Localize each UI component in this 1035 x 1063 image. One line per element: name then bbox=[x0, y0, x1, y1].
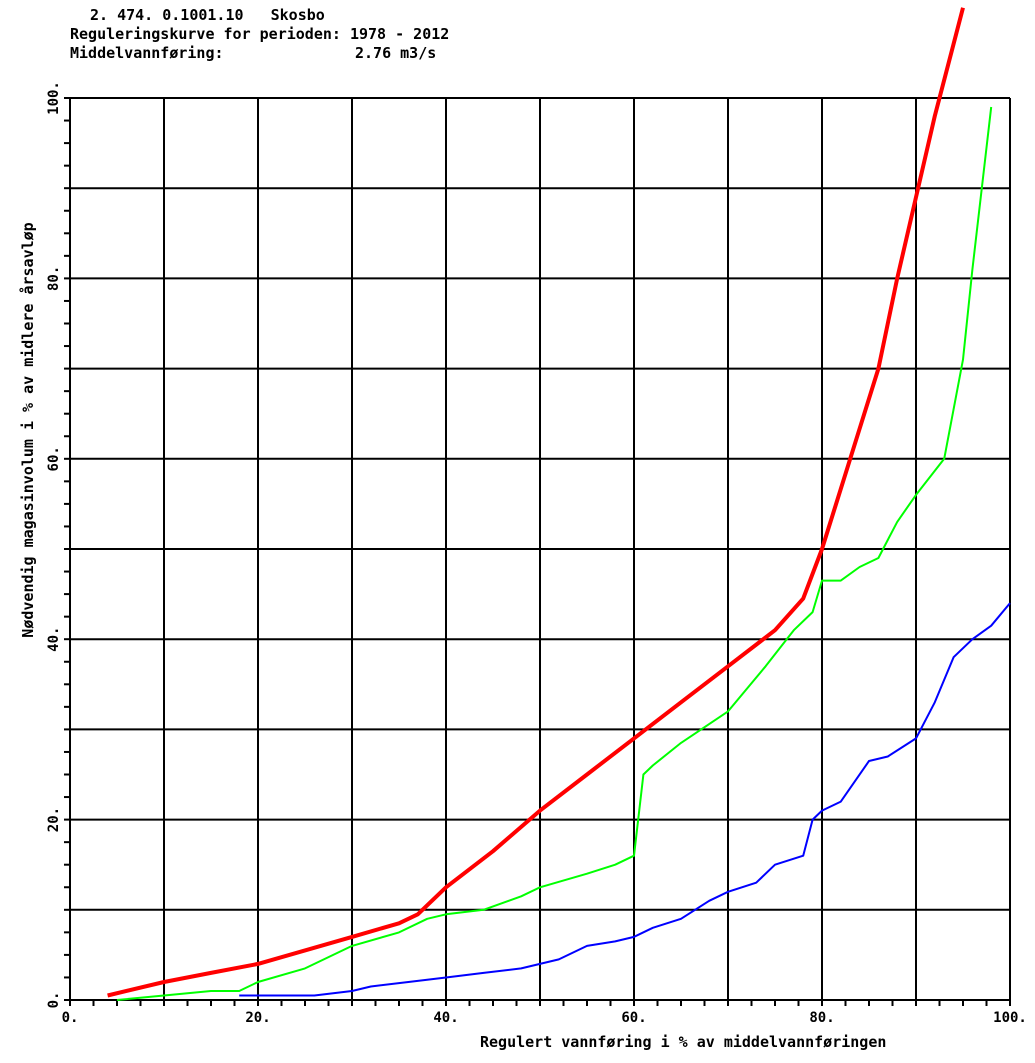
grid-lines bbox=[69, 97, 1011, 1001]
x-tick-label: 60. bbox=[621, 1010, 646, 1026]
mean-flow-label: Middelvannføring: bbox=[70, 44, 224, 62]
x-tick-label: 100. bbox=[993, 1010, 1027, 1026]
x-tick-label: 80. bbox=[809, 1010, 834, 1026]
chart-title: 2. 474. 0.1001.10 Skosbo bbox=[90, 6, 325, 24]
y-tick-label: 60. bbox=[46, 446, 62, 471]
series-line-1 bbox=[107, 7, 965, 998]
mean-flow-value: 2.76 m3/s bbox=[355, 44, 437, 62]
x-tick-label: 0. bbox=[62, 1010, 79, 1026]
y-axis-label: Nødvendig magasinvolum i % av midlere år… bbox=[19, 222, 37, 638]
x-axis-label: Regulert vannføring i % av middelvannfør… bbox=[480, 1033, 887, 1051]
y-tick-label: 80. bbox=[46, 266, 62, 291]
x-tick-label: 20. bbox=[245, 1010, 270, 1026]
series-lines bbox=[107, 7, 1011, 1001]
y-tick-label: 20. bbox=[46, 807, 62, 832]
y-tick-label: 100. bbox=[46, 81, 62, 115]
series-line-3 bbox=[239, 602, 1011, 997]
x-tick-label: 40. bbox=[433, 1010, 458, 1026]
y-tick-label: 40. bbox=[46, 627, 62, 652]
axis-ticks bbox=[64, 97, 1011, 1006]
chart-subtitle: Reguleringskurve for perioden: 1978 - 20… bbox=[70, 25, 450, 43]
series-line-2 bbox=[116, 106, 993, 1001]
tick-labels: 0. 20. 40. 60. 80. 100. 0. 20. 40. 60. 80. 100. bbox=[46, 81, 1027, 1026]
y-tick-label: 0. bbox=[46, 992, 62, 1009]
